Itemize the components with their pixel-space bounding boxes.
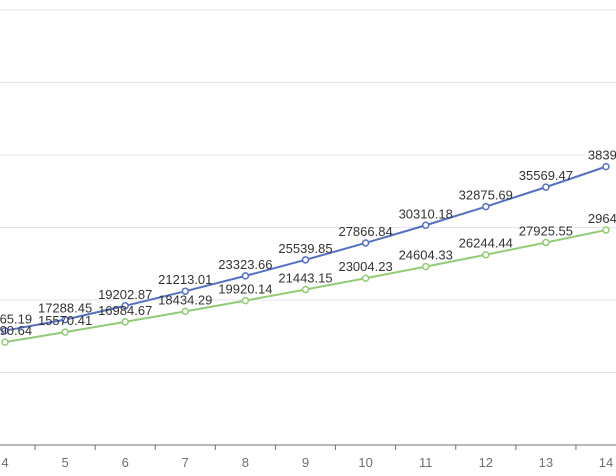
data-label: 21443.15 xyxy=(278,271,332,286)
data-point xyxy=(121,302,129,310)
data-label: 18434.29 xyxy=(158,292,212,307)
data-point xyxy=(181,307,190,316)
x-tick-label: 6 xyxy=(122,455,129,470)
data-point xyxy=(121,318,129,326)
data-point xyxy=(61,315,69,324)
data-point xyxy=(301,256,310,264)
data-label: 23004.23 xyxy=(338,259,392,274)
data-point xyxy=(241,272,250,280)
x-tick-label: 11 xyxy=(419,455,433,470)
data-label: 21213.01 xyxy=(158,272,212,287)
data-label: 30310.18 xyxy=(399,206,453,221)
data-point xyxy=(542,183,550,191)
data-label: 16984.67 xyxy=(98,303,152,318)
data-label: 17288.45 xyxy=(38,301,92,316)
data-point xyxy=(542,238,550,247)
x-tick-label: 4 xyxy=(1,455,8,470)
data-label: 14190.64 xyxy=(0,323,32,338)
data-point xyxy=(1,338,9,346)
data-label: 27925.55 xyxy=(519,224,573,239)
data-label: 25539.85 xyxy=(278,241,332,256)
data-point xyxy=(361,274,370,282)
x-tick-label: 5 xyxy=(61,455,68,470)
data-label: 38397 xyxy=(588,148,616,163)
data-label: 23323.66 xyxy=(218,257,272,272)
x-tick-label: 9 xyxy=(302,455,309,470)
data-label: 26244.44 xyxy=(459,236,513,251)
data-label: 24604.33 xyxy=(399,248,453,263)
data-point xyxy=(421,221,430,230)
data-point xyxy=(421,262,430,271)
data-point xyxy=(482,250,490,259)
data-point xyxy=(1,326,9,335)
data-label: 27866.84 xyxy=(338,224,392,239)
data-label: 19202.87 xyxy=(98,287,152,302)
data-point xyxy=(361,239,370,247)
x-tick-label: 7 xyxy=(182,455,189,470)
data-label: 15765.19 xyxy=(0,312,32,327)
data-point xyxy=(482,202,490,211)
data-point xyxy=(241,296,250,305)
data-label: 15570.41 xyxy=(38,313,92,328)
data-point xyxy=(301,285,310,294)
data-label: 35569.47 xyxy=(519,168,573,183)
x-tick-label: 12 xyxy=(479,455,493,470)
data-point xyxy=(602,226,610,234)
x-tick-label: 10 xyxy=(358,455,372,470)
x-tick-label: 8 xyxy=(242,455,249,470)
data-label: 29648 xyxy=(588,211,616,226)
x-tick-label: 13 xyxy=(539,455,553,470)
data-point xyxy=(181,287,190,295)
data-label: 19920.14 xyxy=(218,282,272,297)
x-tick-label: 14 xyxy=(599,455,613,470)
data-point xyxy=(61,328,69,336)
data-point xyxy=(602,162,610,171)
data-label: 32875.69 xyxy=(459,188,513,203)
